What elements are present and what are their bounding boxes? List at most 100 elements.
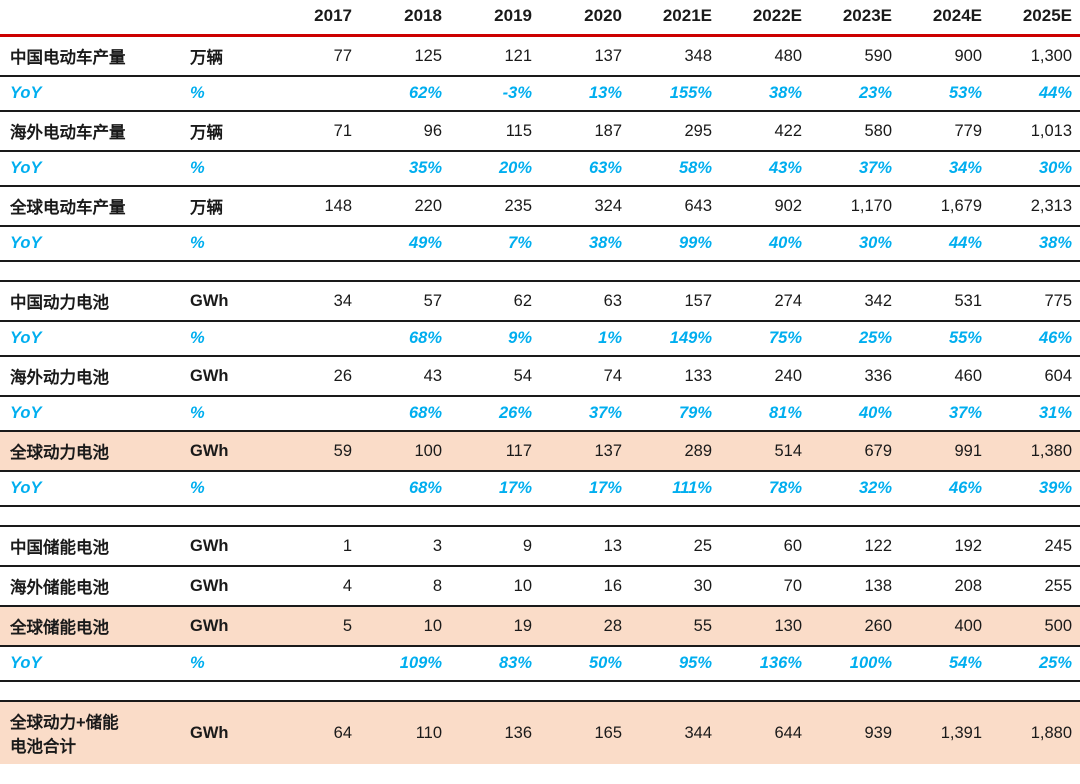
- yoy-row: YoY% 49% 7% 38% 99% 40% 30% 44% 38%: [0, 225, 1080, 262]
- header-unit-cell: [190, 0, 270, 37]
- header-year-2019: 2019: [450, 0, 540, 37]
- cell-2025E: 500: [990, 605, 1080, 647]
- cell-2020: 16: [540, 565, 630, 607]
- spacer-row: [0, 261, 1080, 281]
- yoy-row: YoY% 68% 9% 1% 149% 75% 25% 55% 46%: [0, 320, 1080, 357]
- cell-2025E: 38%: [990, 225, 1080, 262]
- cell-2018: 35%: [360, 150, 450, 187]
- row-unit: %: [190, 645, 270, 682]
- yoy-row: YoY% 35% 20% 63% 58% 43% 37% 34% 30%: [0, 150, 1080, 187]
- cell-2019: 26%: [450, 395, 540, 432]
- cell-2018: 57: [360, 280, 450, 322]
- row-label: 全球动力电池: [0, 430, 190, 472]
- cell-2019: 136: [450, 700, 540, 764]
- cell-2020: 1%: [540, 320, 630, 357]
- cell-2020: 324: [540, 185, 630, 227]
- cell-2023E: 336: [810, 355, 900, 397]
- cell-2023E: 138: [810, 565, 900, 607]
- cell-2022E: 644: [720, 700, 810, 764]
- row-unit: 万辆: [190, 34, 270, 77]
- cell-2024E: 53%: [900, 75, 990, 112]
- cell-2025E: 255: [990, 565, 1080, 607]
- cell-2023E: 1,170: [810, 185, 900, 227]
- cell-2024E: 44%: [900, 225, 990, 262]
- cell-2023E: 23%: [810, 75, 900, 112]
- cell-2018: 68%: [360, 395, 450, 432]
- row-unit: 万辆: [190, 110, 270, 152]
- row-unit: %: [190, 320, 270, 357]
- row-unit: 万辆: [190, 185, 270, 227]
- cell-2020: 63%: [540, 150, 630, 187]
- cell-2020: 13%: [540, 75, 630, 112]
- row-label: 全球电动车产量: [0, 185, 190, 227]
- cell-2019: -3%: [450, 75, 540, 112]
- cell-2023E: 342: [810, 280, 900, 322]
- table-header-row: 2017 2018 2019 2020 2021E 2022E 2023E 2024E 2025…: [0, 0, 1080, 37]
- row-label: 中国电动车产量: [0, 34, 190, 77]
- cell-2018: 62%: [360, 75, 450, 112]
- cell-2025E: 25%: [990, 645, 1080, 682]
- header-label-cell: [0, 0, 190, 37]
- row-unit: GWh: [190, 605, 270, 647]
- cell-2024E: 779: [900, 110, 990, 152]
- forecast-table: 2017 2018 2019 2020 2021E 2022E 2023E 2024E 2025…: [0, 0, 1080, 764]
- cell-2023E: 122: [810, 525, 900, 567]
- cell-2023E: 30%: [810, 225, 900, 262]
- cell-2019: 54: [450, 355, 540, 397]
- cell-2017: [270, 225, 360, 262]
- row-unit: GWh: [190, 525, 270, 567]
- cell-2018: 8: [360, 565, 450, 607]
- cell-2019: 20%: [450, 150, 540, 187]
- cell-2018: 3: [360, 525, 450, 567]
- cell-2017: 4: [270, 565, 360, 607]
- cell-2024E: 1,679: [900, 185, 990, 227]
- cell-2018: 68%: [360, 320, 450, 357]
- cell-2024E: 1,391: [900, 700, 990, 764]
- row-label: YoY: [0, 470, 190, 507]
- cell-2025E: 39%: [990, 470, 1080, 507]
- cell-2023E: 40%: [810, 395, 900, 432]
- cell-2022E: 43%: [720, 150, 810, 187]
- cell-2024E: 192: [900, 525, 990, 567]
- cell-2022E: 78%: [720, 470, 810, 507]
- cell-2025E: 30%: [990, 150, 1080, 187]
- spacer-row: [0, 681, 1080, 701]
- header-year-2020: 2020: [540, 0, 630, 37]
- cell-2018: 220: [360, 185, 450, 227]
- cell-2023E: 260: [810, 605, 900, 647]
- table-body: 中国电动车产量 万辆 77 125 121 137 348 480 590 900 1,300 YoY…: [0, 34, 1080, 764]
- row-unit: GWh: [190, 430, 270, 472]
- cell-2024E: 34%: [900, 150, 990, 187]
- cell-2022E: 422: [720, 110, 810, 152]
- header-year-2024E: 2024E: [900, 0, 990, 37]
- cell-2024E: 460: [900, 355, 990, 397]
- cell-2020: 187: [540, 110, 630, 152]
- cell-2025E: 1,300: [990, 34, 1080, 77]
- cell-2022E: 70: [720, 565, 810, 607]
- cell-2017: 26: [270, 355, 360, 397]
- cell-2025E: 1,013: [990, 110, 1080, 152]
- cell-2019: 117: [450, 430, 540, 472]
- cell-2018: 100: [360, 430, 450, 472]
- cell-2022E: 902: [720, 185, 810, 227]
- row-unit: GWh: [190, 700, 270, 764]
- row-label: YoY: [0, 320, 190, 357]
- cell-2021E: 149%: [630, 320, 720, 357]
- cell-2022E: 136%: [720, 645, 810, 682]
- cell-2019: 17%: [450, 470, 540, 507]
- cell-2019: 121: [450, 34, 540, 77]
- cell-2021E: 30: [630, 565, 720, 607]
- cell-2020: 50%: [540, 645, 630, 682]
- cell-2025E: 2,313: [990, 185, 1080, 227]
- cell-2025E: 775: [990, 280, 1080, 322]
- row-unit: %: [190, 150, 270, 187]
- cell-2025E: 245: [990, 525, 1080, 567]
- cell-2024E: 531: [900, 280, 990, 322]
- cell-2023E: 679: [810, 430, 900, 472]
- cell-2019: 235: [450, 185, 540, 227]
- header-year-2017: 2017: [270, 0, 360, 37]
- spacer-cell: [0, 681, 1080, 701]
- cell-2019: 7%: [450, 225, 540, 262]
- cell-2017: [270, 395, 360, 432]
- header-year-2021E: 2021E: [630, 0, 720, 37]
